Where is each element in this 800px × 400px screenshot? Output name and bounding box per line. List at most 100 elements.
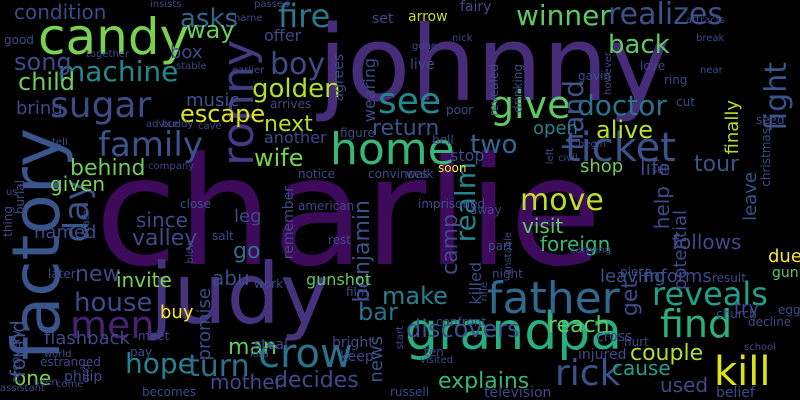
cloud-word: cross: [596, 329, 633, 345]
cloud-word: poor: [446, 103, 474, 117]
cloud-word: camp: [438, 214, 463, 275]
cloud-word: steal: [254, 337, 288, 353]
cloud-word: tour: [694, 152, 740, 177]
cloud-word: father: [487, 273, 620, 324]
cloud-word: part: [488, 239, 513, 253]
cloud-word: however: [603, 52, 614, 95]
cloud-word: end: [81, 364, 92, 383]
cloud-word: charlie: [95, 126, 602, 300]
cloud-word: johnny: [318, 3, 670, 125]
cloud-word: box: [170, 42, 203, 63]
cloud-word: one: [14, 366, 52, 390]
cloud-word: decline: [748, 315, 792, 329]
cloud-word: valley: [132, 226, 198, 251]
cloud-word: soon: [438, 161, 467, 175]
cloud-word: cause: [612, 356, 671, 380]
cloud-word: notice: [298, 167, 335, 181]
cloud-word: drinking: [511, 64, 525, 113]
cloud-word: discovers: [406, 315, 520, 343]
cloud-word: civil: [558, 153, 578, 164]
cloud-word: kira: [250, 349, 269, 360]
cloud-word: flashback: [44, 328, 130, 349]
cloud-word: explains: [438, 369, 530, 394]
cloud-word: follows: [672, 230, 742, 254]
cloud-word: recovery: [9, 330, 23, 383]
cloud-word: night: [492, 267, 523, 281]
cloud-word: away: [470, 203, 502, 217]
cloud-word: becomes: [142, 385, 197, 399]
cloud-word: named: [34, 222, 97, 243]
cloud-word: hope: [125, 347, 195, 380]
cloud-word: philip: [64, 369, 103, 385]
cloud-word: live: [410, 57, 435, 73]
cloud-word: begin: [578, 139, 606, 150]
cloud-word: open: [533, 118, 578, 139]
cloud-word: leg: [234, 206, 262, 227]
cloud-word: arrow: [408, 9, 448, 25]
cloud-word: keep: [340, 349, 374, 365]
cloud-word: gavin: [578, 69, 612, 83]
cloud-word: song: [14, 48, 72, 76]
cloud-word: revealed: [487, 64, 501, 117]
cloud-word: estranged: [40, 355, 101, 369]
cloud-word: seen: [34, 377, 58, 388]
cloud-word: next: [264, 112, 313, 137]
cloud-word: home: [330, 124, 455, 175]
cloud-word: candy: [38, 8, 190, 66]
cloud-word: passed: [254, 0, 290, 10]
cloud-word: alive: [596, 116, 654, 144]
cloud-word: unstable: [503, 232, 514, 276]
cloud-word: condition: [14, 0, 107, 24]
cloud-word: house: [74, 288, 153, 318]
cloud-word: piece: [620, 265, 653, 279]
cloud-word: behind: [70, 156, 146, 181]
cloud-word: egg: [778, 303, 800, 317]
cloud-word: company: [148, 161, 195, 172]
cloud-word: advice: [146, 119, 179, 130]
cloud-word: visit: [522, 214, 564, 238]
cloud-word: hurt: [624, 335, 649, 349]
cloud-word: come: [56, 379, 84, 390]
cloud-word: rifle: [479, 282, 490, 302]
cloud-word: still: [652, 165, 670, 176]
cloud-word: start: [395, 326, 406, 350]
cloud-word: another: [264, 128, 327, 147]
cloud-word: boy: [270, 47, 326, 82]
cloud-word: reveals: [652, 275, 768, 313]
cloud-word: cave: [198, 121, 222, 132]
cloud-word: buy: [160, 302, 194, 323]
cloud-word: tell: [52, 137, 68, 148]
cloud-word: later: [48, 267, 76, 281]
cloud-word: rest: [328, 233, 352, 247]
cloud-word: insists: [150, 0, 182, 10]
cloud-word: blow: [185, 240, 196, 264]
cloud-word: attracts: [686, 15, 725, 26]
cloud-word: nick: [452, 33, 473, 44]
cloud-word: music: [186, 90, 240, 111]
cloud-word: work: [254, 277, 284, 291]
cloud-word: close: [180, 197, 211, 211]
cloud-word: bring: [16, 98, 63, 119]
cloud-word: near: [700, 65, 723, 76]
cloud-word: family: [98, 125, 203, 165]
cloud-word: given: [50, 172, 106, 196]
cloud-word: men: [70, 303, 155, 347]
cloud-word: gunshot: [306, 270, 371, 289]
cloud-word: wife: [254, 144, 304, 172]
cloud-word: left: [545, 148, 556, 165]
cloud-word: invite: [116, 268, 172, 292]
cloud-word: cut: [676, 95, 695, 109]
cloud-word: agrees: [331, 54, 347, 102]
cloud-word: crow: [258, 331, 353, 377]
cloud-word: shop: [580, 156, 624, 177]
cloud-word: arrives: [270, 97, 312, 111]
cloud-word: belief: [716, 385, 755, 400]
cloud-word: give: [490, 83, 571, 127]
cloud-word: machine: [58, 55, 179, 88]
cloud-word: doctor: [577, 89, 667, 122]
cloud-word: assistant: [0, 383, 45, 394]
cloud-word: christmas: [759, 128, 773, 187]
cloud-word: turn: [188, 349, 250, 384]
cloud-word: back: [608, 30, 670, 60]
cloud-word: foreign: [540, 232, 611, 256]
